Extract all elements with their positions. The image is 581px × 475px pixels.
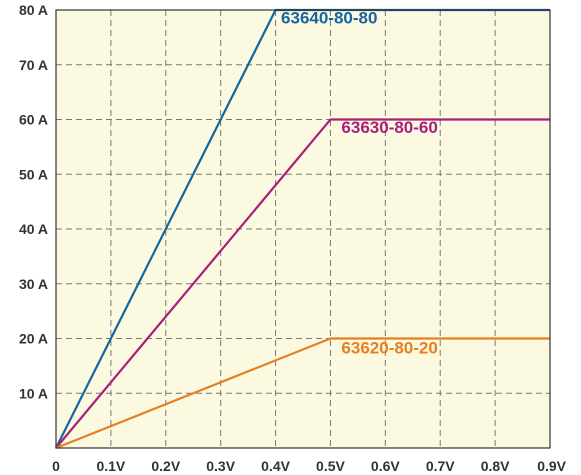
series-label: 63620-80-20 [341, 338, 437, 357]
y-tick-label: 60 A [19, 112, 48, 128]
x-tick-label: 0.1V [96, 458, 125, 474]
x-tick-label: 0.2V [151, 458, 180, 474]
y-tick-label: 40 A [19, 221, 48, 237]
series-label: 63630-80-60 [341, 118, 437, 137]
x-tick-label: 0.5V [316, 458, 345, 474]
x-tick-label: 0.7V [426, 458, 455, 474]
series-line [55, 337, 550, 450]
y-tick-label: 30 A [19, 276, 48, 292]
x-tick-label: 0.4V [261, 458, 290, 474]
x-tick-label: 0.8V [481, 458, 510, 474]
plot-frame [55, 9, 551, 449]
y-tick-label: 20 A [19, 331, 48, 347]
x-tick-label: 0.6V [371, 458, 400, 474]
y-tick-label: 10 A [19, 385, 48, 401]
y-tick-label: 70 A [19, 57, 48, 73]
series-line [55, 118, 550, 449]
x-tick-label: 0.9V [537, 458, 566, 474]
series-label: 63640-80-80 [281, 9, 377, 28]
y-tick-label: 50 A [19, 166, 48, 182]
tick-labels: 0 0.1V 0.2V 0.3V 0.4V 0.5V 0.6V 0.7V 0.8V 0.9V 10 … [19, 2, 567, 474]
x-tick-label: 0.3V [206, 458, 235, 474]
series-labels: 63640-80-80 63630-80-60 63620-80-20 [281, 9, 438, 358]
y-tick-label: 80 A [19, 2, 48, 18]
x-tick-label: 0 [52, 458, 60, 474]
